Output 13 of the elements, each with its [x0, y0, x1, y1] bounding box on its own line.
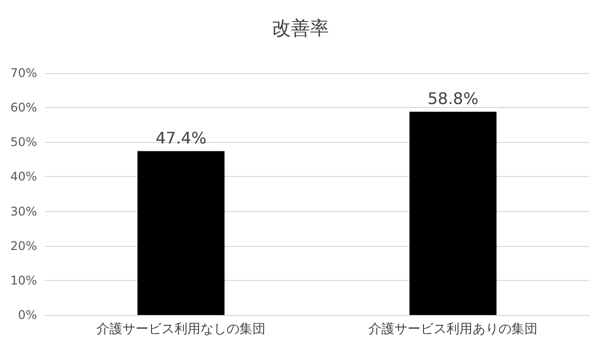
y-tick-label: 30% [10, 204, 37, 218]
y-tick-label: 70% [10, 66, 37, 80]
y-tick-label: 50% [10, 135, 37, 150]
y-tick-label: 60% [10, 100, 37, 115]
data-label: 47.4% [156, 128, 206, 148]
y-tick-label: 0% [18, 308, 37, 322]
y-tick-label: 40% [10, 170, 37, 184]
x-tick-label: 介護サービス利用ありの集団 [368, 322, 538, 337]
y-tick-label: 20% [10, 238, 37, 253]
chart-title: 改善率 [272, 18, 329, 40]
data-label: 58.8% [428, 89, 478, 108]
y-tick-label: 10% [10, 273, 37, 288]
x-tick-label: 介護サービス利用なしの集団 [96, 322, 266, 337]
